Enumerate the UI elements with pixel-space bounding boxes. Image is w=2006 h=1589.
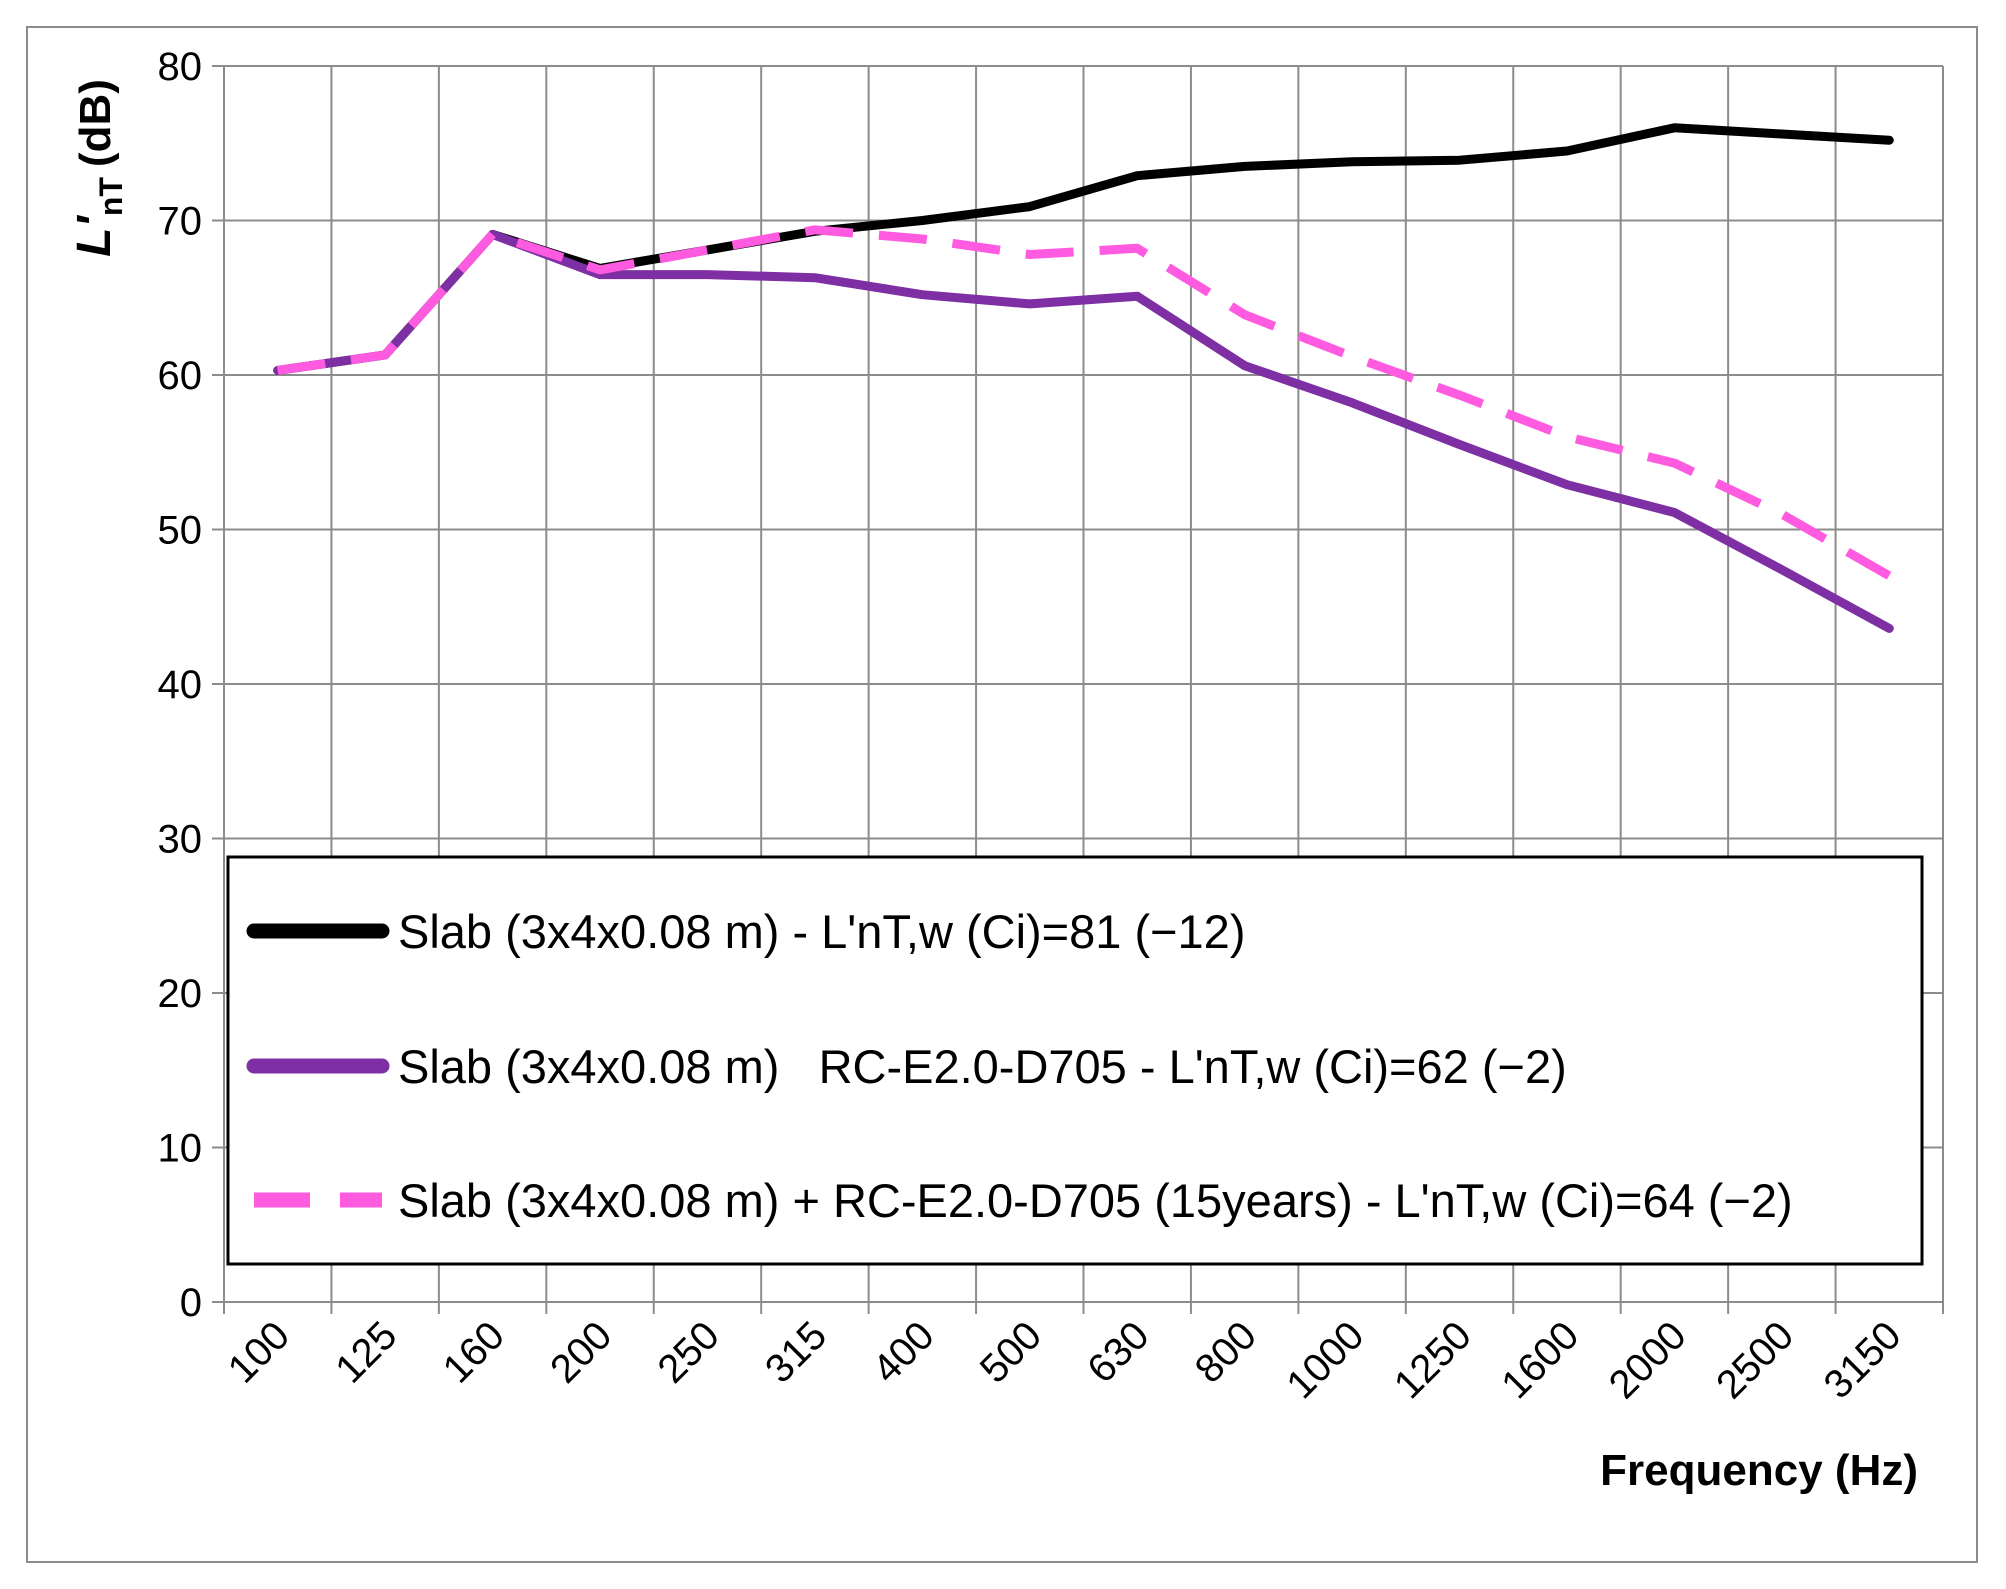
legend-label-slab: Slab (3x4x0.08 m) - L'nT,w (Ci)=81 (−12) bbox=[398, 905, 1245, 958]
x-axis-title: Frequency (Hz) bbox=[1600, 1446, 1918, 1495]
x-tick-label-160: 160 bbox=[435, 1313, 513, 1391]
x-tick-label-100: 100 bbox=[220, 1313, 298, 1391]
series-line-slab-rc-15years bbox=[277, 225, 1892, 580]
y-tick-label-70: 70 bbox=[158, 200, 203, 244]
x-tick-label-1000: 1000 bbox=[1278, 1313, 1372, 1407]
y-tick-label-10: 10 bbox=[158, 1127, 203, 1171]
x-tick-label-800: 800 bbox=[1187, 1313, 1265, 1391]
chart-frame: 0 10 20 30 40 50 60 70 80 100 125 160 200 250 315 400 5… bbox=[26, 26, 1978, 1563]
y-tick-label-60: 60 bbox=[158, 354, 203, 398]
x-tick-label-1600: 1600 bbox=[1493, 1313, 1587, 1407]
y-tick-label-80: 80 bbox=[158, 45, 203, 89]
x-tick-label-125: 125 bbox=[327, 1313, 405, 1391]
y-axis-title-unit: (dB) bbox=[71, 79, 120, 167]
x-tick-label-400: 400 bbox=[864, 1313, 942, 1391]
x-tick-label-630: 630 bbox=[1079, 1313, 1157, 1391]
y-tick-labels: 0 10 20 30 40 50 60 70 80 bbox=[158, 45, 203, 1325]
x-tick-label-315: 315 bbox=[757, 1313, 835, 1391]
x-tick-label-2000: 2000 bbox=[1601, 1313, 1695, 1407]
y-axis-title: L'nT (dB) bbox=[68, 79, 129, 257]
y-tick-label-20: 20 bbox=[158, 972, 203, 1016]
x-tick-label-500: 500 bbox=[972, 1313, 1050, 1391]
legend: Slab (3x4x0.08 m) - L'nT,w (Ci)=81 (−12)… bbox=[226, 855, 1924, 1266]
x-tick-label-2500: 2500 bbox=[1708, 1313, 1802, 1407]
x-tick-label-200: 200 bbox=[542, 1313, 620, 1391]
legend-box bbox=[226, 855, 1924, 1266]
axes bbox=[212, 65, 1944, 1314]
y-axis-title-sub: nT bbox=[93, 177, 129, 217]
y-tick-label-40: 40 bbox=[158, 663, 203, 707]
x-tick-labels: 100 125 160 200 250 315 400 500 630 800 1000 1250 16… bbox=[220, 1313, 1910, 1407]
y-tick-label-30: 30 bbox=[158, 818, 203, 862]
y-tick-label-50: 50 bbox=[158, 509, 203, 553]
x-tick-label-1250: 1250 bbox=[1386, 1313, 1480, 1407]
legend-label-slab-rc: Slab (3x4x0.08 m) RC-E2.0-D705 - L'nT,w … bbox=[398, 1040, 1567, 1093]
x-tick-label-250: 250 bbox=[650, 1313, 728, 1391]
line-chart: 0 10 20 30 40 50 60 70 80 100 125 160 200 250 315 400 5… bbox=[68, 45, 1944, 1495]
x-tick-label-3150: 3150 bbox=[1816, 1313, 1910, 1407]
series-group bbox=[273, 123, 1894, 633]
legend-label-slab-rc-15years: Slab (3x4x0.08 m) + RC-E2.0-D705 (15year… bbox=[398, 1174, 1793, 1227]
y-axis-title-main: L' bbox=[68, 215, 121, 257]
y-tick-label-0: 0 bbox=[180, 1281, 202, 1325]
